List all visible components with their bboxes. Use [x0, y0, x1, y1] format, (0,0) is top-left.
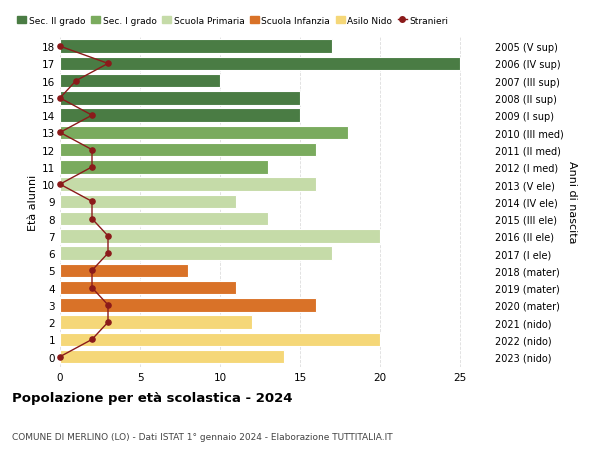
- Point: [87, 284, 97, 292]
- Legend: Sec. II grado, Sec. I grado, Scuola Primaria, Scuola Infanzia, Asilo Nido, Stran: Sec. II grado, Sec. I grado, Scuola Prim…: [17, 17, 448, 26]
- Point: [87, 146, 97, 154]
- Point: [103, 61, 113, 68]
- Bar: [60, 264, 188, 278]
- Point: [87, 215, 97, 223]
- Bar: [60, 195, 236, 209]
- Bar: [60, 333, 380, 347]
- Bar: [60, 298, 316, 312]
- Point: [103, 233, 113, 240]
- Bar: [60, 247, 332, 260]
- Point: [87, 112, 97, 119]
- Point: [71, 78, 81, 85]
- Point: [55, 353, 65, 361]
- Point: [103, 250, 113, 257]
- Bar: [60, 230, 380, 243]
- Bar: [60, 178, 316, 191]
- Bar: [60, 161, 268, 174]
- Bar: [60, 92, 300, 106]
- Y-axis label: Anni di nascita: Anni di nascita: [568, 161, 577, 243]
- Bar: [60, 126, 348, 140]
- Bar: [60, 213, 268, 226]
- Point: [87, 267, 97, 274]
- Point: [87, 198, 97, 206]
- Point: [55, 43, 65, 50]
- Bar: [60, 144, 316, 157]
- Bar: [60, 281, 236, 295]
- Bar: [60, 350, 284, 364]
- Point: [87, 336, 97, 343]
- Bar: [60, 40, 332, 54]
- Bar: [60, 316, 252, 329]
- Point: [103, 319, 113, 326]
- Point: [103, 302, 113, 309]
- Text: COMUNE DI MERLINO (LO) - Dati ISTAT 1° gennaio 2024 - Elaborazione TUTTITALIA.IT: COMUNE DI MERLINO (LO) - Dati ISTAT 1° g…: [12, 431, 392, 441]
- Bar: [60, 57, 460, 71]
- Text: Popolazione per età scolastica - 2024: Popolazione per età scolastica - 2024: [12, 391, 293, 404]
- Bar: [60, 109, 300, 123]
- Point: [55, 129, 65, 137]
- Point: [55, 181, 65, 188]
- Bar: [60, 75, 220, 88]
- Y-axis label: Età alunni: Età alunni: [28, 174, 38, 230]
- Point: [87, 164, 97, 171]
- Point: [55, 95, 65, 102]
